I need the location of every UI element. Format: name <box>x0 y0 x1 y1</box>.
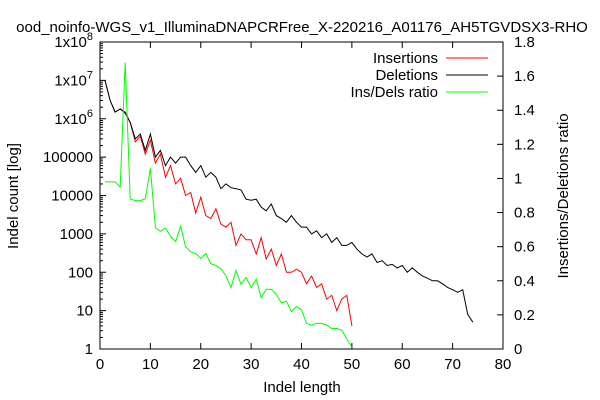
y-left-tick-label: 1000 <box>60 226 93 243</box>
y-left-tick-label: 1x107 <box>54 69 93 89</box>
x-tick-label: 70 <box>444 356 461 373</box>
y-right-tick-label: 1 <box>514 170 522 187</box>
x-tick-label: 80 <box>495 356 512 373</box>
y-left-tick-label: 100000 <box>43 149 93 166</box>
series-line-insertions <box>104 80 353 326</box>
y-right-tick-label: 0.4 <box>514 273 535 290</box>
y-right-tick-label: 0.8 <box>514 205 535 222</box>
x-tick-label: 0 <box>96 356 104 373</box>
y-left-tick-label: 100 <box>68 264 93 281</box>
plot-frame <box>99 41 504 350</box>
x-tick-label: 60 <box>394 356 411 373</box>
y-right-tick-label: 1.8 <box>514 34 535 51</box>
y-left-tick-label: 10000 <box>51 188 93 205</box>
x-tick-label: 10 <box>142 356 159 373</box>
y-axis-left-label: Indel count [log] <box>5 143 22 249</box>
legend-label: Insertions <box>373 50 438 67</box>
y-right-tick-label: 1.4 <box>514 102 535 119</box>
legend-label: Ins/Dels ratio <box>350 84 438 101</box>
series-line-ins-dels-ratio <box>105 62 353 348</box>
y-left-tick-label: 1 <box>85 341 93 358</box>
y-right-tick-label: 0 <box>514 341 522 358</box>
x-tick-label: 30 <box>243 356 260 373</box>
x-tick-label: 50 <box>344 356 361 373</box>
chart-title: ood_noinfo-WGS_v1_IlluminaDNAPCRFree_X-2… <box>16 19 588 36</box>
x-axis-label: Indel length <box>263 379 341 396</box>
y-left-tick-label: 10 <box>76 303 93 320</box>
legend-label: Deletions <box>375 67 438 84</box>
y-axis-right-label: Insertions/Deletions ratio <box>555 113 572 278</box>
y-left-tick-label: 1x106 <box>54 108 93 128</box>
y-right-tick-label: 0.2 <box>514 307 535 324</box>
series-line-deletions <box>104 80 474 323</box>
x-tick-label: 40 <box>293 356 310 373</box>
y-right-tick-label: 1.2 <box>514 136 535 153</box>
y-right-tick-label: 0.6 <box>514 239 535 256</box>
y-left-tick-label: 1x108 <box>54 31 93 51</box>
x-tick-label: 20 <box>192 356 209 373</box>
y-right-tick-label: 1.6 <box>514 68 535 85</box>
